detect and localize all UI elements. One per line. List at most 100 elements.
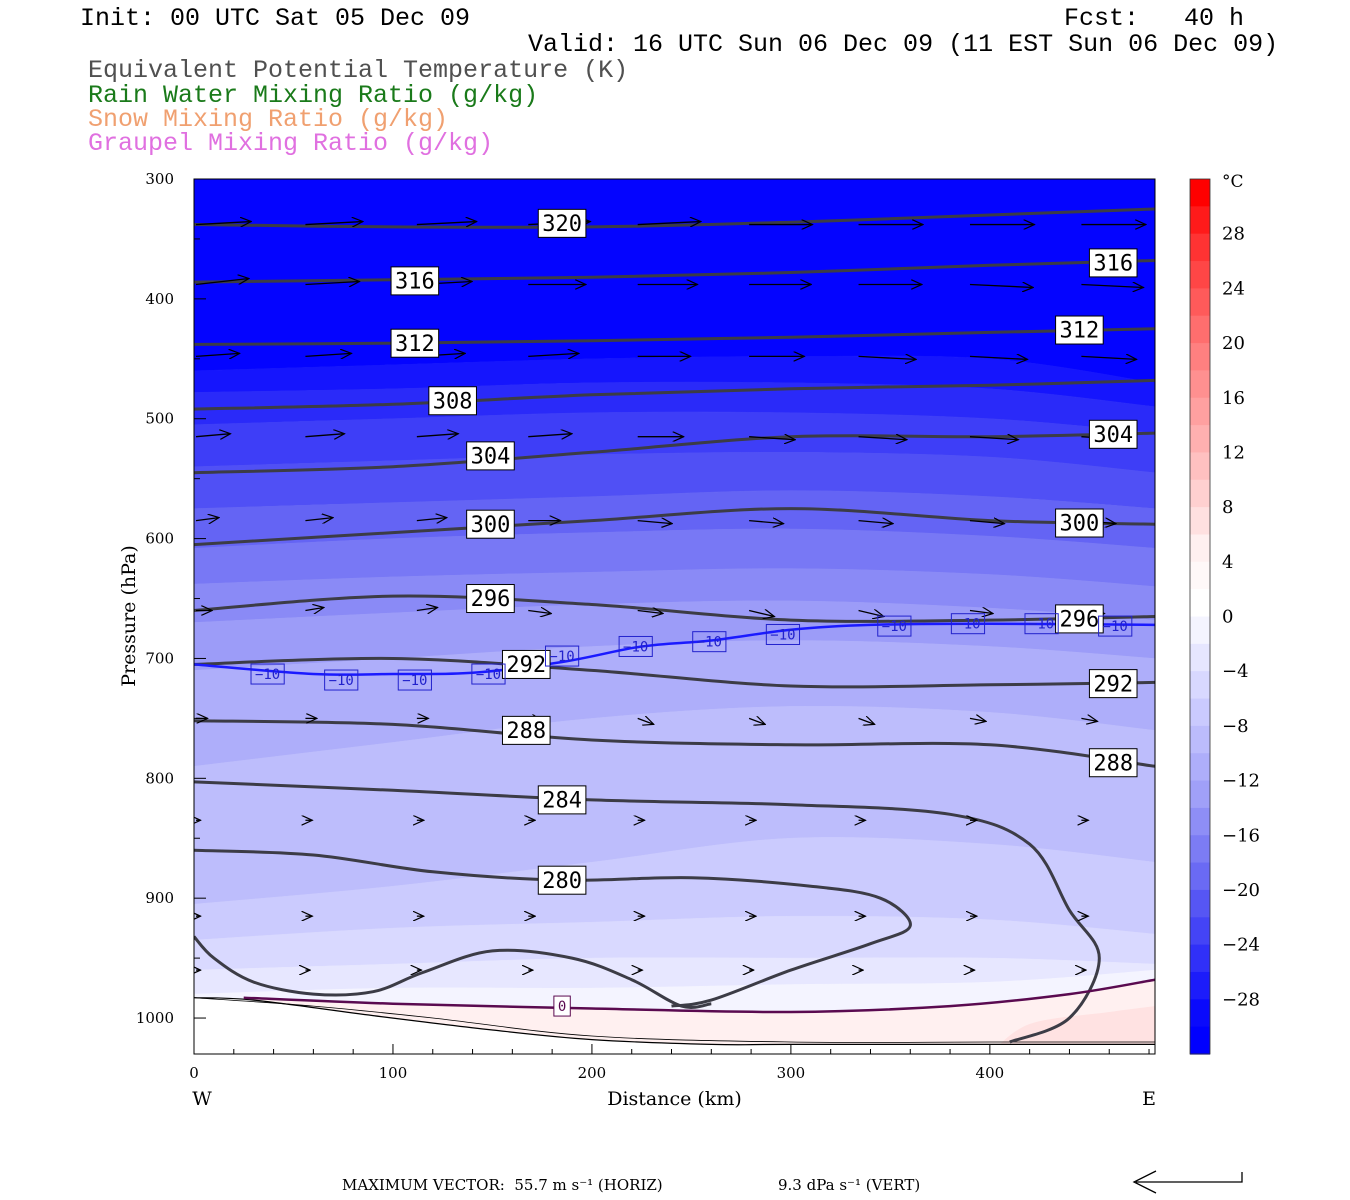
theta-e-contour <box>194 656 1155 689</box>
x-tick-label: 400 <box>976 1064 1005 1082</box>
contour-label-box <box>553 995 571 1017</box>
wind-vector <box>416 222 477 225</box>
wind-vector <box>416 518 447 521</box>
contour-label: −10 <box>1103 619 1128 635</box>
colorbar-swatch <box>1190 944 1210 973</box>
contour-label-box <box>471 663 506 685</box>
colorbar-swatch <box>1190 725 1210 754</box>
wind-vector <box>749 437 795 440</box>
wind-vector <box>637 521 673 524</box>
contour-label: 304 <box>471 445 511 470</box>
wind-vector <box>305 353 351 356</box>
contour-label-box <box>1088 669 1138 699</box>
contour-label-box <box>537 865 587 895</box>
max-vector-horiz: MAXIMUM VECTOR: 55.7 m s⁻¹ (HORIZ) <box>342 1176 663 1194</box>
legend-graupel: Graupel Mixing Ratio (g/kg) <box>88 129 494 158</box>
contour-label: 288 <box>506 719 546 744</box>
y-tick-label: 600 <box>145 530 174 548</box>
wind-vector <box>858 521 894 524</box>
wind-vector <box>969 718 986 721</box>
colorbar: °C 28 24 20 16 12 8 4 0 −4 −8 −12 −16 −20 −24 −28 <box>1189 172 1260 1055</box>
contour-label-box <box>428 386 477 416</box>
contour-label-box <box>390 266 440 296</box>
contour-label: 312 <box>1060 319 1100 344</box>
wind-vector <box>748 718 765 724</box>
legend-theta-e: Equivalent Potential Temperature (K) <box>88 56 629 85</box>
contour-label: −10 <box>402 673 427 689</box>
wind-vector <box>858 356 917 359</box>
valid-time: Valid: 16 UTC Sun 06 Dec 09 (11 EST Sun … <box>528 30 1279 59</box>
wind-vector <box>305 608 323 611</box>
wind-vector <box>416 434 458 437</box>
colorbar-swatch <box>1190 862 1210 891</box>
contour-label: 320 <box>542 212 582 237</box>
wind-vector <box>305 222 363 225</box>
x-end-label-east: E <box>1142 1088 1156 1110</box>
legend-snow: Snow Mixing Ratio (g/kg) <box>88 105 449 134</box>
contour-label-box <box>537 208 587 238</box>
wind-vector <box>969 284 1033 287</box>
colorbar-swatch <box>1190 507 1210 536</box>
y-tick-label: 700 <box>145 649 174 667</box>
contour-label: 292 <box>1093 672 1133 697</box>
contour-label: 312 <box>395 332 435 357</box>
colorbar-swatch <box>1190 452 1210 481</box>
contour-label: 296 <box>1060 608 1100 633</box>
colorbar-tick-label: −4 <box>1222 661 1249 682</box>
contour-label: −10 <box>549 649 574 665</box>
contour-label-box <box>466 584 515 614</box>
init-time: Init: 00 UTC Sat 05 Dec 09 <box>80 4 471 33</box>
wind-vector <box>637 222 701 225</box>
wind-vector <box>528 434 572 437</box>
contour-label-box <box>1055 604 1104 634</box>
wind-vector <box>748 611 774 617</box>
wind-vector <box>637 718 654 724</box>
wind-vector <box>305 434 344 437</box>
colorbar-swatch <box>1190 425 1210 454</box>
colorbar-tick-label: −20 <box>1222 880 1260 901</box>
contour-label-box <box>250 663 285 685</box>
y-tick-label: 500 <box>145 410 174 428</box>
wind-vector <box>858 718 875 724</box>
contour-label-box <box>390 328 440 358</box>
x-tick-label: 200 <box>578 1064 607 1082</box>
wind-vector <box>969 356 1028 359</box>
contour-label: 296 <box>471 587 511 612</box>
colorbar-swatch <box>1190 261 1210 289</box>
colorbar-swatch <box>1190 206 1210 235</box>
colorbar-swatch <box>1190 561 1210 590</box>
colorbar-swatch <box>1190 397 1210 426</box>
contour-label: −10 <box>329 673 354 689</box>
terrain-line <box>194 997 1155 1046</box>
ground-layer <box>194 997 1155 1054</box>
contour-label: 308 <box>433 389 473 414</box>
theta-e-contour <box>194 935 712 1009</box>
contour-label-box <box>1088 419 1138 449</box>
contour-label: 288 <box>1093 751 1133 776</box>
colorbar-swatch <box>1190 1026 1210 1055</box>
wind-vector <box>305 281 359 284</box>
colorbar-tick-label: 20 <box>1222 333 1245 354</box>
colorbar-swatch <box>1190 343 1210 372</box>
contour-label-box <box>466 509 515 539</box>
colorbar-swatch <box>1190 698 1210 727</box>
reference-vector-icon <box>1132 1170 1243 1194</box>
wind-vector <box>195 518 219 521</box>
contour-label-box <box>501 649 551 679</box>
colorbar-tick-label: 4 <box>1222 552 1233 573</box>
colorbar-swatch <box>1190 753 1210 782</box>
colorbar-tick-label: 28 <box>1222 224 1245 245</box>
contour-label-box <box>692 631 727 653</box>
theta-e-contour <box>194 259 1155 284</box>
colorbar-tick-label: 16 <box>1222 388 1245 409</box>
colorbar-swatch <box>1190 616 1210 645</box>
theta-e-contour <box>194 507 1155 547</box>
contour-label-box <box>1088 748 1138 778</box>
wind-vector <box>1081 284 1143 287</box>
y-tick-label: 300 <box>145 170 174 188</box>
contour-label: −10 <box>476 667 501 683</box>
colorbar-tick-label: 8 <box>1222 497 1233 518</box>
y-tick-label: 800 <box>145 769 174 787</box>
plot-frame <box>193 178 1156 1055</box>
colorbar-tick-label: −28 <box>1222 989 1260 1010</box>
